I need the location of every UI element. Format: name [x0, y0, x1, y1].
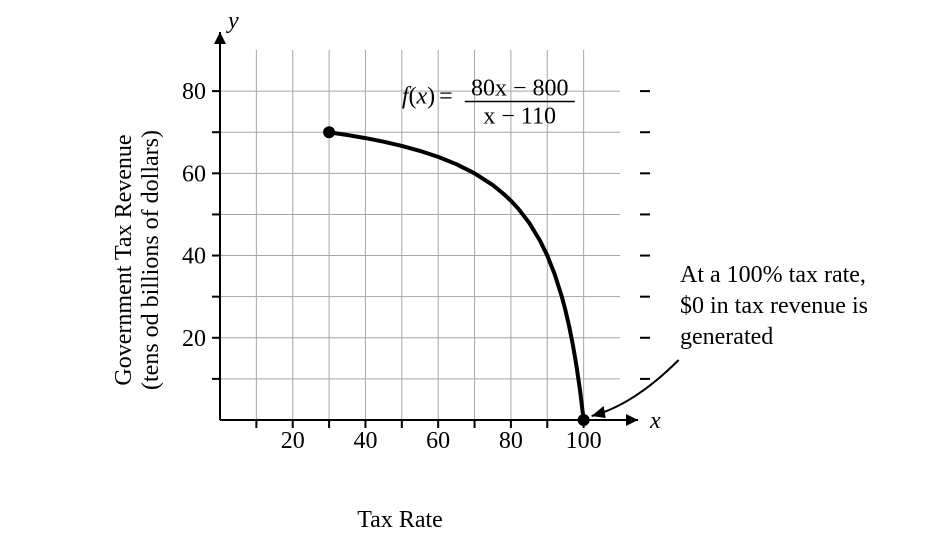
annotation-line3: generated	[680, 324, 773, 350]
svg-text:20: 20	[182, 326, 206, 352]
svg-text:40: 40	[182, 244, 206, 270]
annotation-text: At a 100% tax rate, $0 in tax revenue is…	[680, 260, 868, 354]
svg-text:60: 60	[182, 161, 206, 187]
svg-text:40: 40	[353, 428, 377, 454]
chart-plot: 2040608010020406080xyf(x)=80x − 800x − 1…	[160, 20, 640, 470]
svg-text:60: 60	[426, 428, 450, 454]
right-extra-ticks	[640, 20, 652, 470]
x-axis-label: Tax Rate	[160, 507, 640, 534]
annotation-line1: At a 100% tax rate,	[680, 262, 866, 288]
annotation-line2: $0 in tax revenue is	[680, 293, 868, 319]
svg-text:80: 80	[182, 79, 206, 105]
svg-text:80x − 800: 80x − 800	[471, 75, 569, 101]
svg-text:100: 100	[566, 428, 602, 454]
svg-text:20: 20	[281, 428, 305, 454]
svg-text:x − 110: x − 110	[483, 103, 556, 129]
figure: Government Tax Revenue (tens od billions…	[0, 0, 941, 542]
y-axis-label: Government Tax Revenue (tens od billions…	[111, 130, 165, 390]
svg-text:80: 80	[499, 428, 523, 454]
y-axis-label-main: Government Tax Revenue	[111, 134, 137, 385]
svg-text:y: y	[226, 8, 239, 34]
svg-text:f(x)=: f(x)=	[402, 83, 453, 109]
